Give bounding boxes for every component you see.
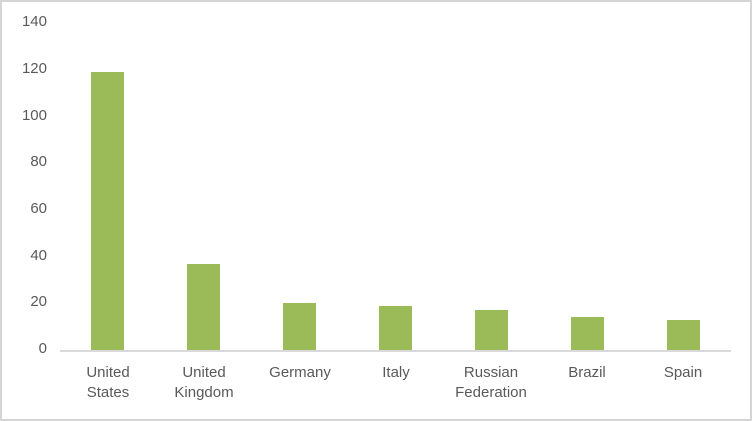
- bar-germany: [283, 303, 316, 350]
- y-tick-label: 140: [21, 13, 47, 31]
- y-tick-label: 60: [30, 199, 47, 217]
- bar-united-kingdom: [187, 264, 220, 350]
- x-axis-line: [60, 350, 731, 352]
- y-tick-label: 40: [30, 246, 47, 264]
- category-label: Germany: [269, 364, 331, 381]
- y-tick-label: 20: [30, 293, 47, 311]
- bar-united-states: [91, 72, 124, 350]
- category-label: Italy: [382, 364, 410, 381]
- bar-spain: [667, 320, 700, 350]
- category-label: United States: [86, 364, 130, 401]
- category-label: Spain: [663, 364, 703, 381]
- bar-russian-federation: [475, 310, 508, 350]
- category-label: Brazil: [568, 364, 606, 381]
- category-label: United Kingdom: [174, 364, 234, 401]
- y-tick-label: 0: [38, 340, 47, 357]
- category-label: Russian Federation: [455, 364, 527, 401]
- y-tick-label: 100: [21, 106, 47, 124]
- y-tick-label: 80: [30, 153, 47, 171]
- bar-brazil: [571, 317, 604, 350]
- bar-italy: [379, 306, 412, 350]
- y-tick-label: 120: [21, 59, 47, 77]
